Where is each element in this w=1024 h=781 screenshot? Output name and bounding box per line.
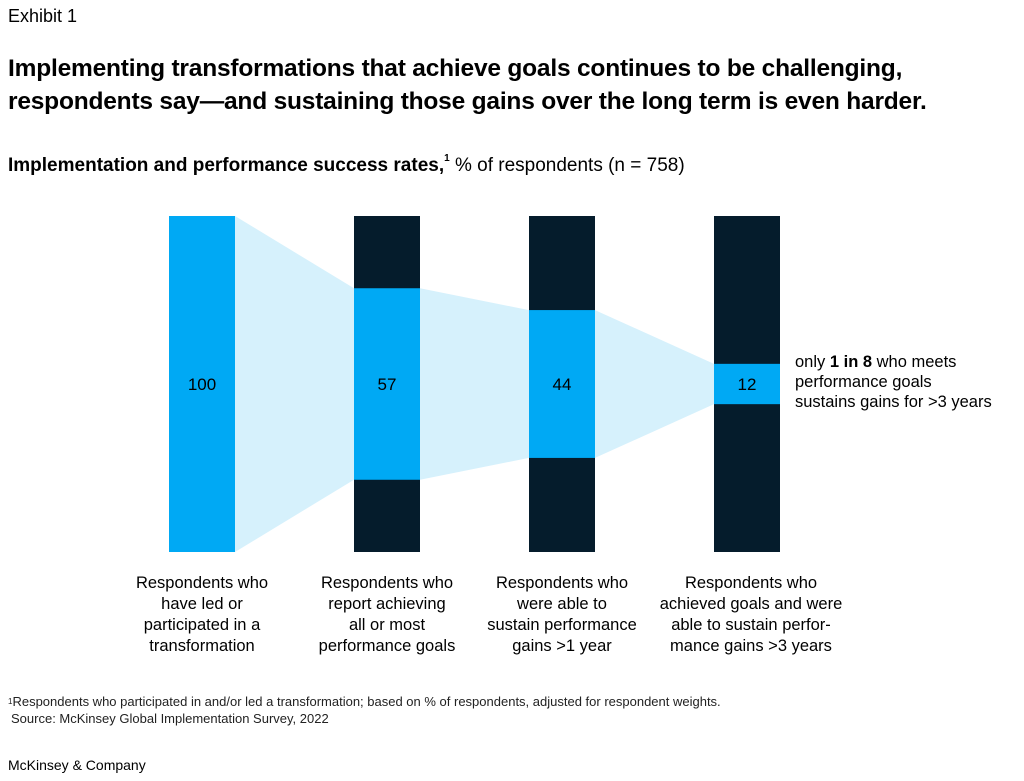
bar-value-label-3: 44 <box>553 375 572 394</box>
bar-label-4-line-2: achieved goals and were <box>659 595 843 613</box>
footnote-marker: 1 <box>8 697 13 706</box>
bar-label-3-line-2: were able to <box>517 595 607 613</box>
bar-label-4-line-4: mance gains >3 years <box>670 637 832 655</box>
annotation-line-2: performance goals <box>795 373 932 391</box>
bar-label-2-line-2: report achieving <box>328 595 446 613</box>
bar-value-3 <box>529 310 595 458</box>
annotation-pre: only <box>795 353 830 371</box>
page-title: Implementing transformations that achiev… <box>8 52 1018 118</box>
bar-label-2-line-3: all or most <box>348 616 426 634</box>
callout-annotation: only 1 in 8 who meets performance goals … <box>795 352 992 412</box>
bar-label-4-line-1: Respondents who <box>684 574 818 592</box>
footnote-body: Respondents who participated in and/or l… <box>12 694 721 709</box>
bar-label-4-line-3: able to sustain perfor- <box>671 616 831 634</box>
annotation-line-3: sustains gains for >3 years <box>795 393 992 411</box>
annotation-post: who meets <box>872 353 957 371</box>
bar-value-label-2: 57 <box>378 375 397 394</box>
bar-label-2-line-1: Respondents who <box>320 574 454 592</box>
bar-label-2: Respondents who report achieving all or … <box>302 573 472 657</box>
bar-label-3-line-3: sustain performance <box>487 616 637 634</box>
title-line-1: Implementing transformations that achiev… <box>8 55 903 82</box>
bar-label-3-line-4: gains >1 year <box>512 637 612 655</box>
brand-logo-text: McKinsey & Company <box>8 757 146 773</box>
bar-label-4: Respondents who achieved goals and were … <box>651 573 851 657</box>
footnote-text: 1Respondents who participated in and/or … <box>8 693 721 710</box>
bar-label-1-line-1: Respondents who <box>135 574 269 592</box>
bar-value-2 <box>354 288 420 480</box>
source-line: Source: McKinsey Global Implementation S… <box>11 711 329 726</box>
exhibit-label: Exhibit 1 <box>8 6 78 26</box>
bar-label-1-line-2: have led or <box>161 595 243 613</box>
annotation-bold: 1 in 8 <box>829 353 873 371</box>
subtitle-rest: % of respondents (n = 758) <box>449 155 685 176</box>
bar-label-3-line-1: Respondents who <box>495 574 629 592</box>
subtitle-bold: Implementation and performance success r… <box>8 155 445 176</box>
annotation-line-1: only 1 in 8 who meets <box>795 352 992 372</box>
bar-value-label-4: 12 <box>738 375 757 394</box>
bar-value-label-1: 100 <box>188 375 216 394</box>
footnote: 1Respondents who participated in and/or … <box>8 693 721 727</box>
funnel-connector-2 <box>420 288 529 480</box>
funnel-connector-3 <box>595 310 714 458</box>
subtitle-footnote-marker: 1 <box>444 153 450 164</box>
bar-label-1-line-3: participated in a <box>143 616 261 634</box>
bar-label-1: Respondents who have led or participated… <box>117 573 287 657</box>
bar-label-2-line-4: performance goals <box>318 637 456 655</box>
bar-label-3: Respondents who were able to sustain per… <box>477 573 647 657</box>
title-line-2: respondents say—and sustaining those gai… <box>8 88 927 115</box>
bar-label-1-line-4: transformation <box>149 637 255 655</box>
bar-value-4 <box>714 363 780 405</box>
funnel-connector-1 <box>235 216 354 552</box>
bar-value-1 <box>169 216 235 552</box>
chart-subtitle: Implementation and performance success r… <box>8 153 685 177</box>
